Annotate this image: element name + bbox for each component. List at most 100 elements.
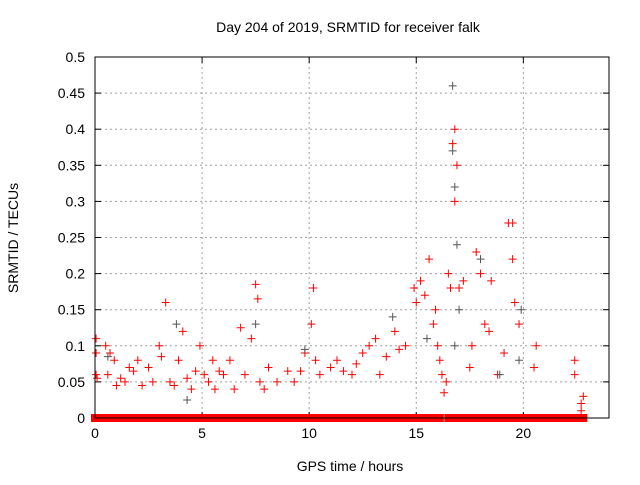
point-red [437, 370, 446, 379]
point-grey [300, 345, 309, 354]
point-red [410, 284, 419, 293]
point-red [442, 377, 451, 386]
point-red [208, 356, 217, 365]
point-red [120, 377, 129, 386]
point-red [429, 320, 438, 329]
y-tick-label: 0.2 [66, 266, 86, 282]
point-grey [455, 305, 464, 314]
point-red [440, 388, 449, 397]
point-red [191, 367, 200, 376]
point-red [577, 399, 586, 408]
point-red [472, 247, 481, 256]
point-red [240, 370, 249, 379]
point-red [448, 139, 457, 148]
point-red [375, 370, 384, 379]
point-red [183, 374, 192, 383]
point-red [315, 370, 324, 379]
y-tick-label: 0.35 [58, 157, 85, 173]
point-grey [450, 341, 459, 350]
point-red [459, 276, 468, 285]
plot-marks [91, 81, 588, 422]
point-red [532, 341, 541, 350]
point-red [309, 284, 318, 293]
chart-title: Day 204 of 2019, SRMTID for receiver fal… [216, 19, 481, 35]
point-red [416, 276, 425, 285]
point-grey [450, 182, 459, 191]
point-red [365, 341, 374, 350]
point-red [450, 125, 459, 134]
point-red [326, 363, 335, 372]
point-red [112, 381, 121, 390]
point-red [129, 367, 138, 376]
point-red [390, 327, 399, 336]
point-red [290, 377, 299, 386]
point-red [165, 377, 174, 386]
point-red [200, 370, 209, 379]
x-tick-label: 5 [198, 425, 206, 441]
point-red [230, 385, 239, 394]
point-red [382, 352, 391, 361]
point-red [401, 341, 410, 350]
point-red [219, 370, 228, 379]
point-red [508, 219, 517, 228]
point-red [433, 341, 442, 350]
point-red [435, 356, 444, 365]
y-tick-label: 0.4 [66, 121, 86, 137]
point-red [420, 291, 429, 300]
point-grey [515, 356, 524, 365]
point-red [358, 349, 367, 358]
point-red [260, 385, 269, 394]
point-grey [251, 320, 260, 329]
point-grey [388, 312, 397, 321]
point-grey [183, 395, 192, 404]
point-red [253, 294, 262, 303]
point-red [333, 356, 342, 365]
point-red [431, 305, 440, 314]
point-red [93, 374, 102, 383]
x-axis-label: GPS time / hours [297, 458, 404, 474]
y-tick-label: 0.25 [58, 230, 85, 246]
x-tick-label: 0 [91, 425, 99, 441]
point-red [307, 320, 316, 329]
point-red [296, 367, 305, 376]
point-red [395, 345, 404, 354]
point-red [348, 370, 356, 379]
point-red [446, 284, 455, 293]
point-red [412, 298, 421, 307]
x-tick-label: 10 [301, 425, 317, 441]
point-red [133, 356, 142, 365]
point-red [110, 356, 119, 365]
point-red [125, 363, 134, 372]
point-red [577, 406, 586, 415]
y-tick-label: 0 [77, 410, 85, 426]
point-red [187, 385, 196, 394]
point-red [255, 377, 264, 386]
x-tick-label: 15 [408, 425, 424, 441]
y-tick-label: 0.1 [66, 338, 86, 354]
point-grey [448, 81, 457, 90]
plot-frame [94, 56, 610, 419]
point-red [515, 320, 524, 329]
point-red [311, 356, 320, 365]
point-red [247, 334, 256, 343]
point-red [480, 320, 489, 329]
point-grey [452, 240, 461, 249]
point-red [170, 381, 179, 390]
point-red [352, 359, 361, 368]
y-tick-label: 0.05 [58, 374, 85, 390]
point-red [116, 374, 125, 383]
point-grey [495, 370, 504, 379]
point-red [92, 349, 101, 358]
ticks: 0 5 10 15 20 0 0.05 0.1 0.15 0.2 0.25 0.3 0.35 0.4 0.4… [58, 49, 609, 441]
point-red [510, 298, 519, 307]
point-red [452, 161, 461, 170]
point-red [371, 334, 380, 343]
point-red [425, 255, 434, 264]
point-red [138, 381, 147, 390]
point-red [570, 370, 579, 379]
point-red [103, 370, 112, 379]
point-red [500, 349, 509, 358]
point-red [283, 367, 292, 376]
point-red [487, 276, 496, 285]
